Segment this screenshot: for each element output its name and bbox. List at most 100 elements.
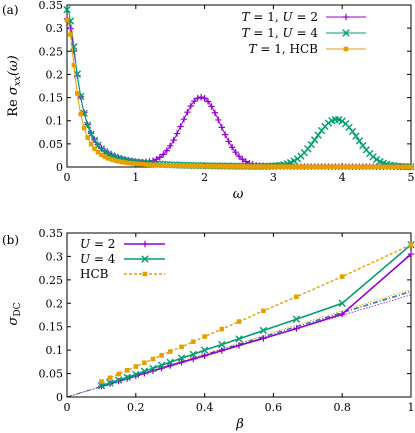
series-a-point [173,130,181,137]
series-a-line [66,19,411,168]
series-a-2 [64,17,414,170]
series-a-point [209,163,214,169]
series-b-point [150,356,156,362]
series-a-point [215,116,222,124]
series-b-point [124,367,130,373]
series-b-point [408,242,414,248]
series-a-point [343,164,348,170]
series-a-point [212,163,218,169]
panel-a-y-tick-label: 0 [56,161,63,174]
series-a-point [147,162,152,168]
series-a-point [222,131,229,138]
series-a-point [174,163,180,169]
legend-a: T = 1, U = 2 T = 1, U = 4 T = 1, HCB [242,10,366,56]
series-b-point [114,376,123,384]
legend-b-label: U = 4 [80,252,116,266]
series-b-point [218,340,226,349]
series-a-point [336,164,342,170]
x-axis-label-b: β [235,417,244,432]
series-a-point [232,149,239,156]
panel-b-y-tick-label: 0.2 [46,297,64,310]
series-a-point [154,162,159,168]
panel-b-y-tick-label: 0.3 [46,250,64,263]
panel-b-x-tick-label: 0.8 [333,401,351,414]
series-a-point [360,164,366,170]
series-a-point [211,109,219,116]
series-a-point [408,164,414,170]
series-b-point [261,308,266,314]
panel-b-y-tick-label: 0.25 [39,274,64,287]
series-a-point [355,137,364,145]
series-a-point [405,164,410,170]
panel-a-y-tick-label: 0.1 [46,115,64,128]
series-a-point [225,138,232,145]
series-a-point [180,115,188,123]
panel-a-y-tick-label: 0.3 [46,22,64,35]
series-a-point [308,164,314,170]
series-a-point [291,164,297,169]
series-a-point [201,95,208,102]
series-a-point [236,164,242,169]
series-a-point [333,164,338,170]
series-a-point [394,164,400,170]
legend-a-label: T = 1, HCB [249,42,319,56]
panel-b-x-tick-label: 0.2 [127,401,145,414]
series-b-line [101,244,412,383]
series-a-point [102,154,108,160]
panel-a-x-tick-label: 1 [132,171,139,184]
series-a-point [240,164,245,169]
series-a-point [219,164,225,169]
series-a-point [326,164,331,170]
series-a-point [140,162,145,167]
series-a-point [112,158,118,163]
series-a [63,5,415,171]
series-a-point [274,164,280,169]
series-a-point [302,164,307,170]
series-a-point [191,97,198,105]
panel-a-x-tick-label: 3 [270,171,277,184]
series-b-point [235,335,243,343]
series-a-point [222,164,228,169]
series-a-point [239,156,246,163]
series-a-point [130,161,135,166]
series-a-point [136,161,142,167]
series-b-point [235,342,243,349]
series-a-point [346,164,352,170]
series-b-point [177,354,186,362]
series-a-point [119,159,125,165]
series-a-point [198,163,204,169]
series-a-point [187,102,195,110]
ticks-a: 0 1 2 3 4 5 0 0.05 0.1 0.15 0.2 0.25 0.3 0.35 [39,0,415,184]
series-a-point [370,164,376,170]
panel-a-x-tick-label: 4 [339,171,346,184]
series-b-point [178,359,185,366]
series-a-point [267,164,273,169]
series-a-point [315,164,321,170]
series-a-point [247,164,252,169]
series-b-point [159,352,164,358]
legend-b-label: U = 2 [80,237,115,251]
series-b-point [294,294,299,300]
legend-b-label: HCB [80,267,109,281]
legend-a-swatch-marker [343,46,349,52]
series-a-point [319,164,324,170]
panel-b-x-tick-label: 1 [408,401,415,414]
series-a-point [160,151,167,158]
series-b-point [116,371,121,377]
series-a-point [78,111,84,117]
panel-b-y-tick-label: 0.15 [39,321,64,334]
series-a-point [188,163,194,169]
series-a-point [105,156,111,161]
series-a-point [216,164,221,169]
series-a-line [66,18,411,168]
series-b-point [339,310,346,318]
panel-b-x-tick-label: 0.6 [265,401,283,414]
series-a-point [64,17,70,23]
series-a-point [177,123,184,130]
series-a-point [195,163,201,169]
series-b-point [200,346,209,354]
panel-b: (b) 0 0.2 0.4 0.6 0.8 1 0 0.05 0.1 0.15 0.2 0.25 0.3… [2,227,415,432]
series-a-point [398,164,403,170]
series-b-point [293,325,300,332]
